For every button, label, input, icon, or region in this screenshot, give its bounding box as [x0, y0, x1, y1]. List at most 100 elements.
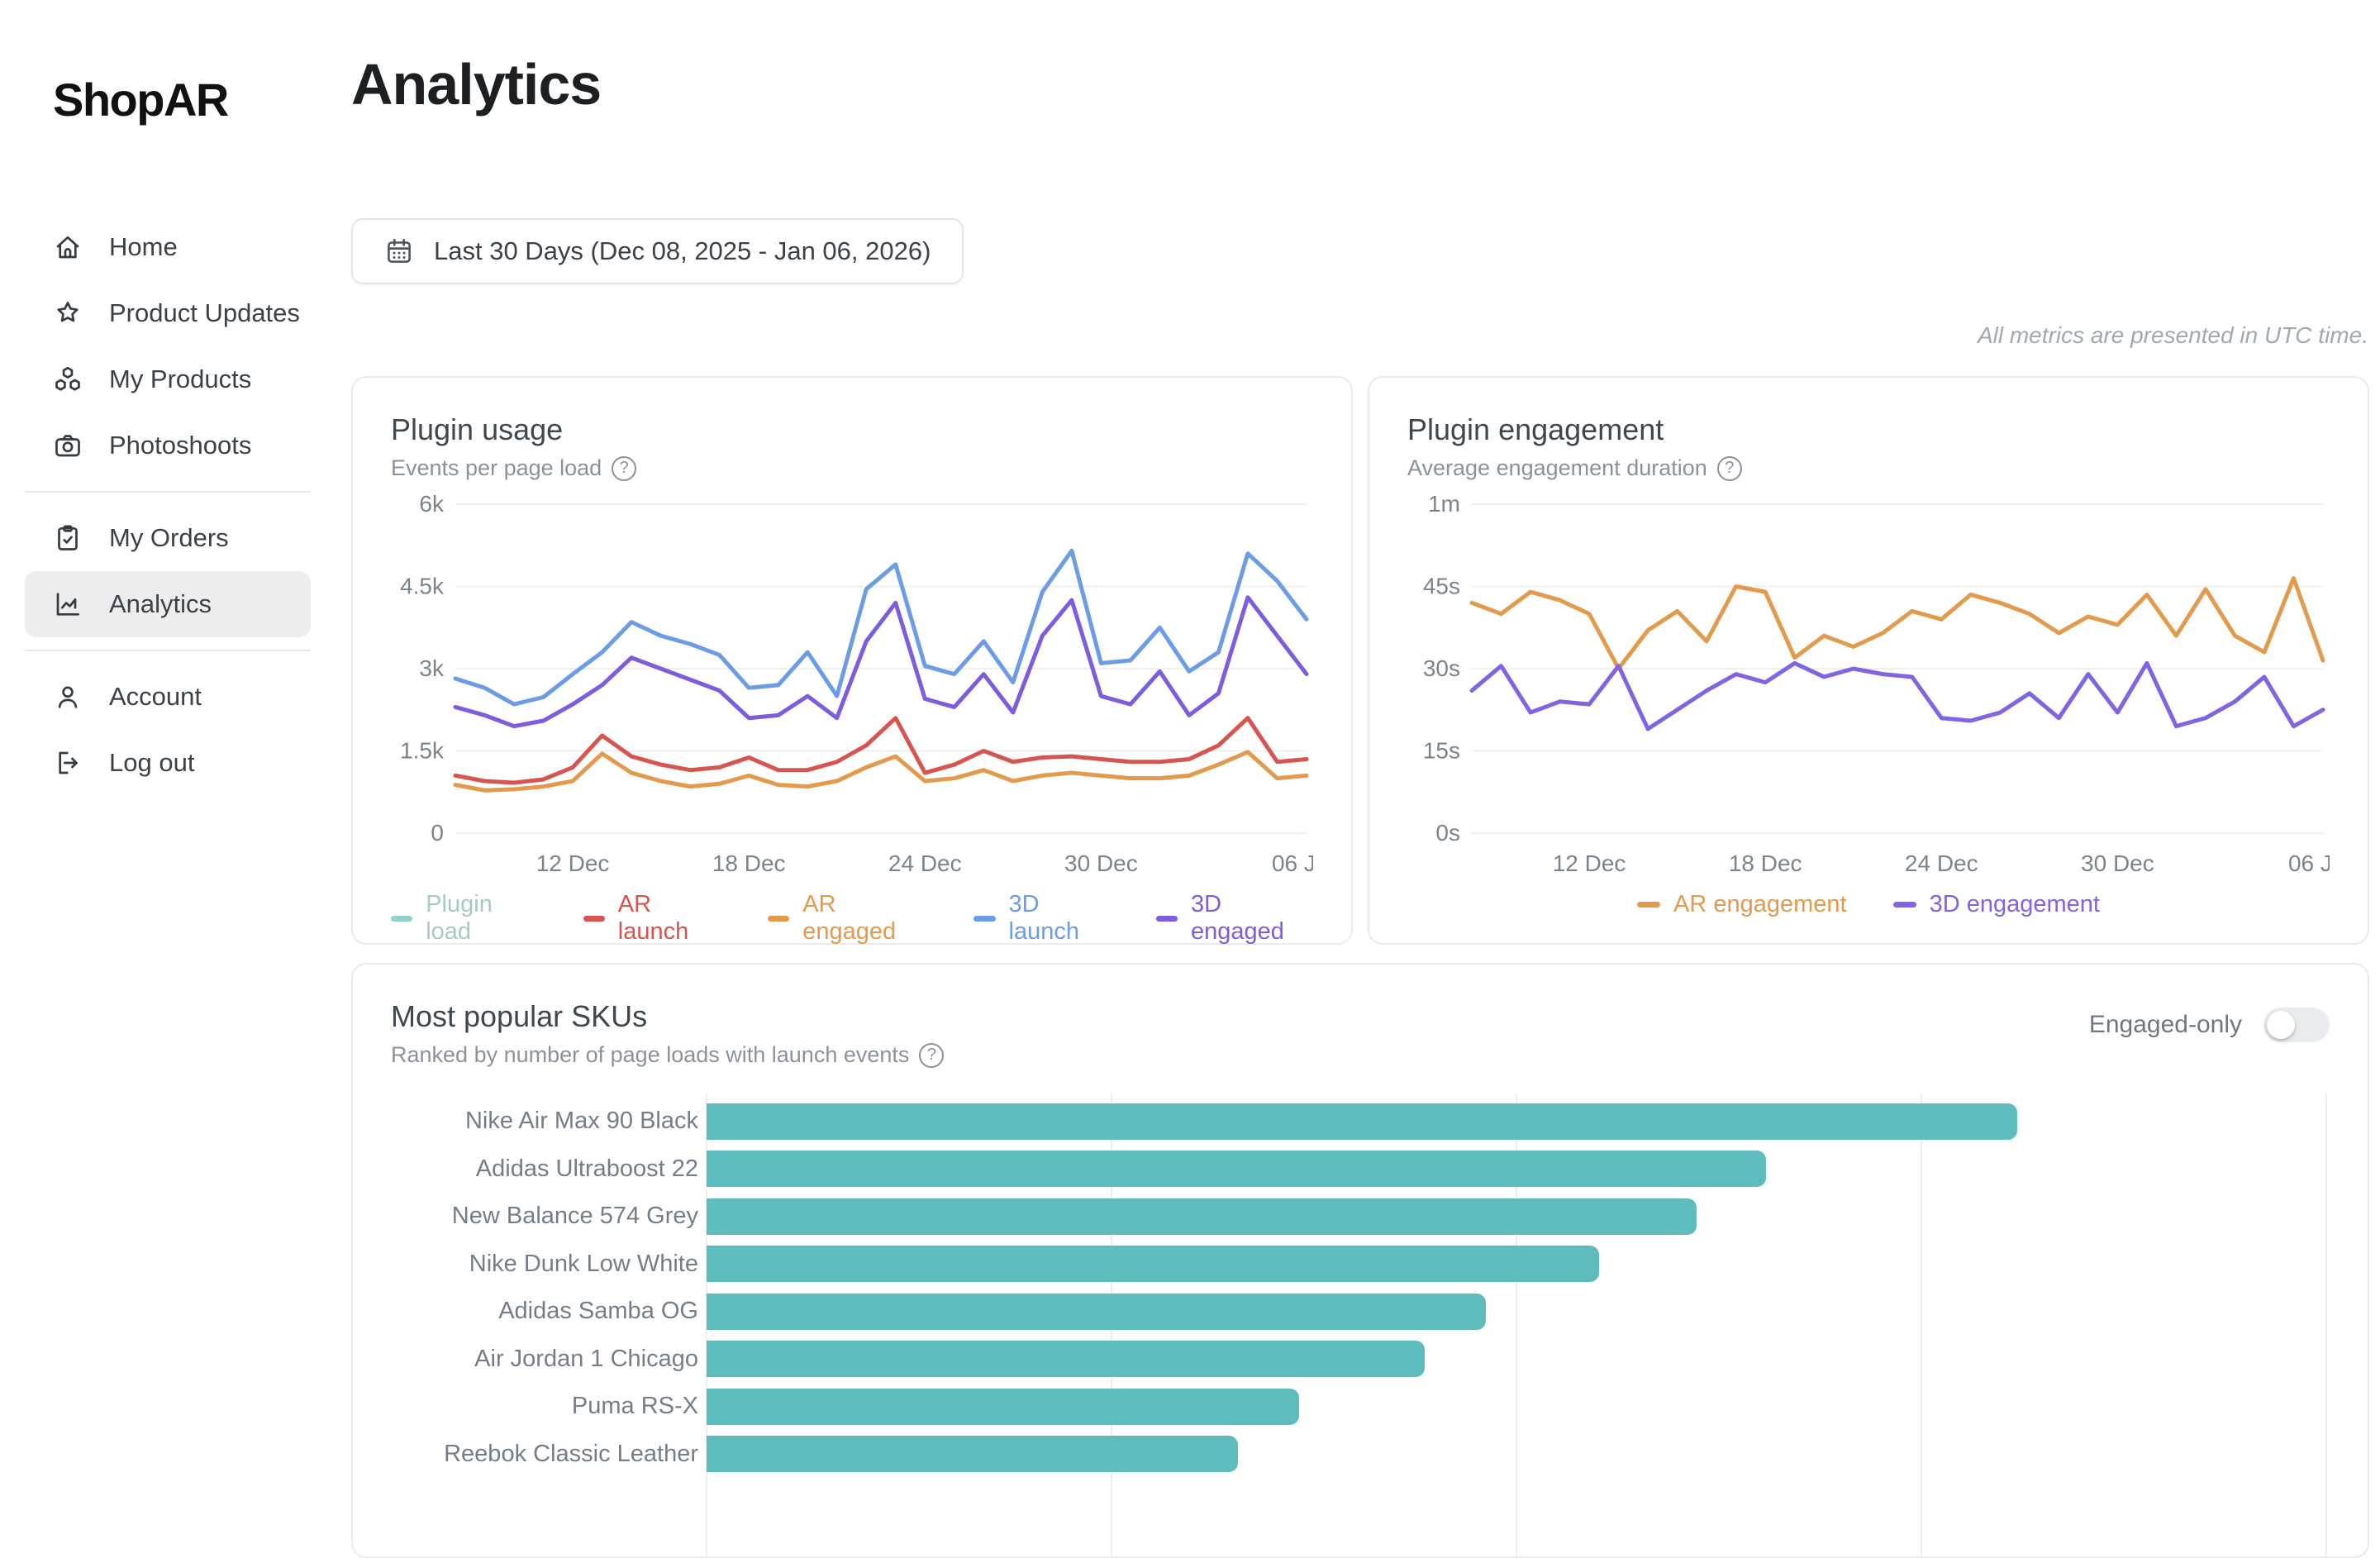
bar-row: Air Jordan 1 Chicago: [391, 1336, 2330, 1384]
legend-swatch: [973, 915, 996, 922]
x-axis-tick: 06 Jan: [2288, 850, 2330, 876]
x-axis-tick: 12 Dec: [536, 850, 610, 876]
bar-track: [707, 1341, 2330, 1378]
sidebar-item-label: My Orders: [109, 523, 229, 552]
user-icon: [53, 682, 83, 712]
bar-row: Reebok Classic Leather: [391, 1431, 2330, 1479]
legend-item-ar-launch[interactable]: AR launch: [583, 891, 721, 946]
x-axis-tick: 06 Jan: [1272, 850, 1313, 876]
sidebar-item-label: My Products: [109, 364, 252, 393]
toggle-knob: [2267, 1011, 2295, 1039]
sidebar-item-label: Home: [109, 232, 178, 261]
help-icon[interactable]: ?: [919, 1042, 945, 1068]
x-axis-tick: 18 Dec: [1729, 850, 1802, 876]
y-axis-tick: 0: [431, 820, 444, 846]
bar-adidas-ultraboost-22[interactable]: [707, 1151, 1766, 1188]
bar-row: Nike Dunk Low White: [391, 1241, 2330, 1289]
x-axis-tick: 30 Dec: [2081, 850, 2154, 876]
legend-label: AR engagement: [1673, 891, 1847, 917]
plugin-usage-subtitle: Events per page load: [391, 455, 602, 480]
bar-air-jordan-1-chicago[interactable]: [707, 1341, 1426, 1378]
engaged-only-toggle[interactable]: [2263, 1008, 2330, 1042]
bar-row: Adidas Ultraboost 22: [391, 1146, 2330, 1194]
clipboard-icon: [53, 523, 83, 553]
bar-puma-rs-x[interactable]: [707, 1388, 1299, 1425]
x-axis-tick: 12 Dec: [1553, 850, 1626, 876]
sidebar-item-my-products[interactable]: My Products: [25, 346, 311, 412]
v-gridline: [1516, 1093, 1517, 1556]
bar-adidas-samba-og[interactable]: [707, 1293, 1486, 1330]
plugin-usage-card: Plugin usage Events per page load ? 0 1.5…: [351, 376, 1353, 945]
most-popular-skus-subtitle: Ranked by number of page loads with laun…: [391, 1042, 910, 1067]
bar-label: Reebok Classic Leather: [444, 1440, 698, 1467]
help-icon[interactable]: ?: [1716, 455, 1742, 481]
star-icon: [53, 298, 83, 328]
most-popular-skus-title: Most popular SKUs: [391, 999, 648, 1033]
plugin-usage-legend: Plugin load AR launch AR engaged 3D launch 3…: [391, 891, 1313, 946]
plugin-engagement-subtitle: Average engagement duration: [1407, 455, 1707, 480]
y-axis-tick: 3k: [419, 655, 445, 681]
date-range-button[interactable]: Last 30 Days (Dec 08, 2025 - Jan 06, 202…: [351, 218, 964, 284]
sidebar-item-my-orders[interactable]: My Orders: [25, 505, 311, 571]
bar-track: [707, 1103, 2330, 1140]
bar-row: Adidas Samba OG: [391, 1288, 2330, 1336]
bar-label: Air Jordan 1 Chicago: [474, 1345, 698, 1372]
legend-label: 3D engagement: [1929, 891, 2100, 917]
bar-track: [707, 1436, 2330, 1473]
bar-nike-air-max-90-black[interactable]: [707, 1103, 2017, 1140]
help-icon[interactable]: ?: [612, 455, 637, 481]
sidebar-item-product-updates[interactable]: Product Updates: [25, 280, 311, 346]
bar-new-balance-574-grey[interactable]: [707, 1198, 1697, 1235]
bar-label: Adidas Samba OG: [498, 1298, 698, 1325]
x-axis-tick: 24 Dec: [1905, 850, 1978, 876]
home-icon: [53, 232, 83, 262]
sidebar-item-analytics[interactable]: Analytics: [25, 571, 311, 637]
y-axis-tick: 45s: [1423, 574, 1460, 599]
legend-item-plugin-load[interactable]: Plugin load: [391, 891, 537, 946]
line-series-ar-engaged: [453, 750, 1309, 793]
y-axis-tick: 15s: [1423, 738, 1460, 764]
legend-label: AR launch: [617, 891, 689, 945]
sidebar-item-label: Analytics: [109, 589, 212, 618]
legend-item-3d-engaged[interactable]: 3D engaged: [1155, 891, 1313, 946]
y-axis-tick: 0s: [1435, 820, 1460, 846]
sidebar-item-home[interactable]: Home: [25, 214, 311, 280]
sidebar-item-photoshoots[interactable]: Photoshoots: [25, 412, 311, 479]
sidebar-item-log-out[interactable]: Log out: [25, 730, 311, 796]
bar-label: Nike Dunk Low White: [469, 1250, 698, 1277]
legend-swatch: [1892, 902, 1916, 908]
bar-label: Adidas Ultraboost 22: [475, 1155, 698, 1182]
bar-track: [707, 1246, 2330, 1283]
legend-item-ar-engagement[interactable]: AR engagement: [1637, 891, 1847, 918]
legend-label: Plugin load: [426, 891, 493, 945]
calendar-icon: [384, 236, 414, 266]
app-logo: ShopAR: [53, 74, 229, 126]
legend-swatch: [768, 915, 790, 922]
cubes-icon: [53, 364, 83, 394]
camera-icon: [53, 431, 83, 460]
logout-icon: [53, 748, 83, 778]
page-title: Analytics: [351, 52, 602, 117]
legend-item-3d-engagement[interactable]: 3D engagement: [1892, 891, 2100, 918]
y-axis-tick: 1.5k: [400, 738, 445, 764]
bar-label: New Balance 574 Grey: [451, 1203, 698, 1230]
bar-nike-dunk-low-white[interactable]: [707, 1246, 1600, 1283]
legend-swatch: [1155, 915, 1178, 922]
y-axis-tick: 1m: [1428, 491, 1460, 517]
bar-row: New Balance 574 Grey: [391, 1193, 2330, 1241]
sidebar-item-account[interactable]: Account: [25, 664, 311, 730]
sidebar-divider: [25, 491, 311, 493]
legend-item-3d-launch[interactable]: 3D launch: [973, 891, 1109, 946]
bar-reebok-classic-leather[interactable]: [707, 1436, 1239, 1473]
sidebar-nav: Home Product Updates My Products Photoshoot…: [25, 214, 311, 796]
utc-note: All metrics are presented in UTC time.: [1977, 322, 2368, 348]
y-axis-tick: 4.5k: [400, 574, 445, 599]
legend-label: 3D launch: [1008, 891, 1079, 945]
v-gridline: [1921, 1093, 1922, 1556]
line-series-3d-engaged: [453, 595, 1309, 729]
most-popular-skus-card: Most popular SKUs Ranked by number of pa…: [351, 963, 2369, 1558]
sidebar-item-label: Photoshoots: [109, 431, 252, 460]
legend-item-ar-engaged[interactable]: AR engaged: [768, 891, 927, 946]
sku-bar-chart: Nike Air Max 90 Black Adidas Ultraboost 2…: [391, 1093, 2330, 1556]
legend-label: AR engaged: [802, 891, 897, 945]
